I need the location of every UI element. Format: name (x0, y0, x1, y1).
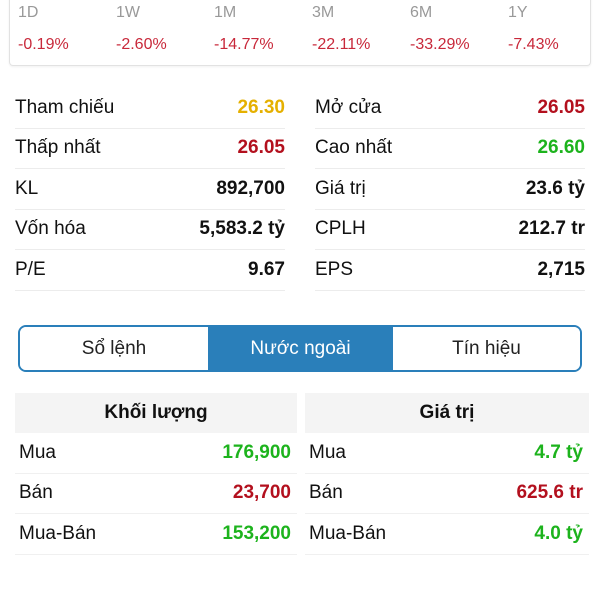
row-value: 153,200 (222, 522, 291, 544)
row-label: Bán (19, 482, 53, 504)
row-label: Mua (309, 441, 346, 463)
stat-value: 212.7 tr (518, 218, 585, 240)
stat-label: Vốn hóa (15, 218, 86, 240)
row-label: Mua-Bán (309, 522, 387, 544)
row-label: Mua (19, 441, 56, 463)
stat-right: CPLH 212.7 tr (315, 210, 585, 250)
stat-value: 892,700 (216, 177, 285, 199)
stat-value: 5,583.2 tỷ (199, 218, 285, 240)
stats-row: Thấp nhất 26.05 Cao nhất 26.60 (15, 129, 585, 169)
stat-right: EPS 2,715 (315, 250, 585, 291)
stat-left: KL 892,700 (15, 169, 285, 210)
period-label: 1M (214, 4, 237, 21)
stat-value: 26.05 (237, 137, 285, 159)
stats-row: KL 892,700 Giá trị 23.6 tỷ (15, 169, 585, 210)
stat-label: KL (15, 177, 39, 199)
stat-right: Mở cửa 26.05 (315, 88, 585, 129)
table-header: Giá trị (305, 393, 589, 433)
stat-label: EPS (315, 258, 354, 280)
period-change: -33.29% (410, 36, 470, 53)
stat-left: Thấp nhất 26.05 (15, 129, 285, 169)
stat-value: 26.05 (537, 96, 585, 118)
stat-label: Cao nhất (315, 137, 393, 159)
stat-label: CPLH (315, 218, 366, 240)
period-change: -2.60% (116, 36, 167, 53)
table-header: Khối lượng (15, 393, 297, 433)
table-row: Mua-Bán 153,200 (15, 514, 297, 555)
stock-stats: Tham chiếu 26.30 Mở cửa 26.05 Thấp nhất 26.05… (15, 88, 585, 291)
row-label: Bán (309, 482, 343, 504)
period-label: 6M (410, 4, 433, 21)
stats-row: P/E 9.67 EPS 2,715 (15, 250, 585, 291)
period-label: 1D (18, 4, 39, 21)
stat-value: 9.67 (248, 258, 285, 280)
period-label: 1Y (508, 4, 528, 21)
period-change: -7.43% (508, 36, 559, 53)
stat-label: Mở cửa (315, 96, 382, 118)
performance-card: 1D -0.19% 1W -2.60% 1M -14.77% 3M -22.11% 6M -33.… (9, 0, 591, 66)
tab-2[interactable]: Tín hiệu (393, 327, 580, 370)
stat-left: P/E 9.67 (15, 250, 285, 291)
row-value: 23,700 (232, 482, 291, 504)
stats-row: Tham chiếu 26.30 Mở cửa 26.05 (15, 88, 585, 129)
row-value: 4.0 tỷ (534, 522, 583, 544)
stat-value: 2,715 (537, 258, 585, 280)
row-value: 4.7 tỷ (534, 441, 583, 463)
segment-tabs: Sổ lệnh Nước ngoài Tín hiệu (18, 325, 582, 372)
table-row: Mua 4.7 tỷ (305, 433, 589, 474)
stat-value: 26.60 (537, 137, 585, 159)
period-change: -0.19% (18, 36, 69, 53)
row-value: 176,900 (222, 441, 291, 463)
table-row: Bán 23,700 (15, 474, 297, 514)
stat-right: Cao nhất 26.60 (315, 129, 585, 169)
period-change: -22.11% (312, 36, 371, 53)
foreign-volume-table: Khối lượng Mua 176,900 Bán 23,700 Mua-Bán 153,… (15, 393, 297, 555)
period-label: 3M (312, 4, 335, 21)
stat-value: 26.30 (237, 96, 285, 118)
period-change: -14.77% (214, 36, 274, 53)
stat-label: P/E (15, 258, 46, 280)
table-row: Mua-Bán 4.0 tỷ (305, 514, 589, 555)
stat-label: Tham chiếu (15, 96, 115, 118)
foreign-value-table: Giá trị Mua 4.7 tỷ Bán 625.6 tr Mua-Bán 4.0 tỷ (305, 393, 589, 555)
table-row: Bán 625.6 tr (305, 474, 589, 514)
stat-left: Vốn hóa 5,583.2 tỷ (15, 210, 285, 250)
row-value: 625.6 tr (516, 482, 583, 504)
table-row: Mua 176,900 (15, 433, 297, 474)
row-label: Mua-Bán (19, 522, 97, 544)
stat-label: Thấp nhất (15, 137, 101, 159)
tab-1[interactable]: Nước ngoài (208, 327, 393, 370)
stat-right: Giá trị 23.6 tỷ (315, 169, 585, 210)
stats-row: Vốn hóa 5,583.2 tỷ CPLH 212.7 tr (15, 210, 585, 250)
period-label: 1W (116, 4, 140, 21)
stat-left: Tham chiếu 26.30 (15, 88, 285, 129)
tab-0[interactable]: Sổ lệnh (20, 327, 208, 370)
stat-value: 23.6 tỷ (525, 177, 585, 199)
stat-label: Giá trị (315, 177, 366, 199)
